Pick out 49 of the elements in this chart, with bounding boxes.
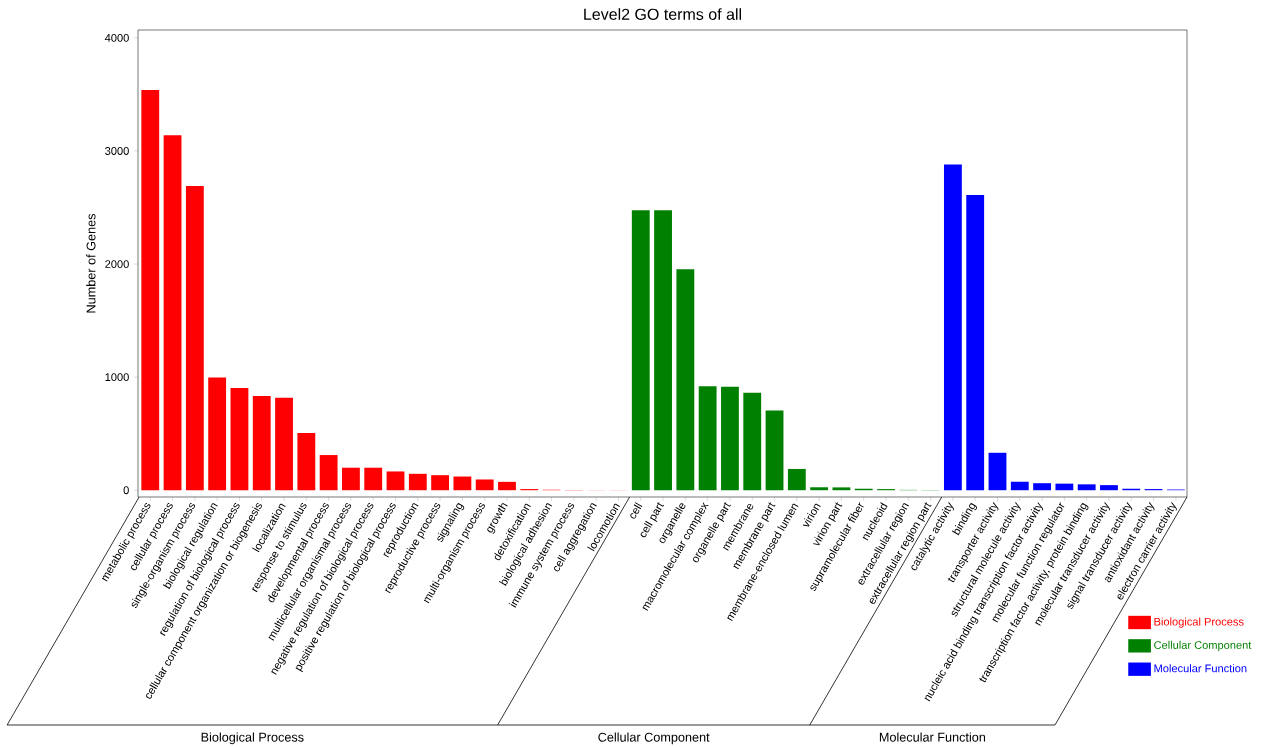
- y-tick-label: 3000: [105, 147, 129, 155]
- bar: [297, 432, 316, 491]
- bar: [275, 397, 293, 491]
- bar: [743, 392, 762, 491]
- legend-label: Cellular Component: [1154, 640, 1252, 652]
- bar: [141, 89, 160, 491]
- bar: [631, 210, 650, 491]
- y-axis-title: Number of Genes: [86, 213, 96, 313]
- bar: [230, 387, 249, 491]
- bar: [431, 475, 450, 491]
- chart-title: Level2 GO terms of all: [584, 8, 741, 20]
- bar: [208, 377, 227, 491]
- y-tick-label: 1000: [105, 373, 129, 382]
- bar: [654, 210, 672, 491]
- bar: [386, 471, 405, 491]
- y-tick-label: 0: [123, 486, 129, 495]
- bar: [342, 467, 360, 491]
- legend-label: Molecular Function: [1154, 664, 1247, 673]
- bar: [988, 452, 1007, 491]
- bar: [453, 476, 472, 491]
- bar: [676, 269, 695, 491]
- y-tick-label: 4000: [104, 34, 129, 42]
- bar: [966, 195, 985, 491]
- y-tick-label: 2000: [105, 260, 129, 268]
- bar: [1033, 483, 1051, 491]
- text: Biological Process: [201, 732, 304, 745]
- text: Cellular Component: [598, 732, 710, 745]
- bar: [185, 186, 204, 491]
- bar: [810, 487, 829, 491]
- bar: [475, 479, 494, 491]
- bar: [1055, 483, 1074, 491]
- bar: [252, 396, 271, 491]
- x-tick-label: cell: [630, 502, 643, 519]
- bar: [765, 410, 784, 491]
- bar: [787, 468, 806, 491]
- bar: [832, 487, 851, 491]
- bar: [1077, 484, 1096, 491]
- bar: [408, 473, 427, 491]
- bar: [498, 481, 516, 491]
- bar: [364, 467, 383, 491]
- legend-label: Biological Process: [1154, 617, 1244, 628]
- bar: [319, 455, 338, 491]
- bar: [721, 386, 739, 491]
- bar: [1100, 485, 1118, 491]
- bar: [943, 164, 962, 491]
- bar: [698, 386, 717, 491]
- bar: [1010, 481, 1029, 491]
- bar: [163, 135, 182, 491]
- text: Molecular Function: [879, 732, 986, 742]
